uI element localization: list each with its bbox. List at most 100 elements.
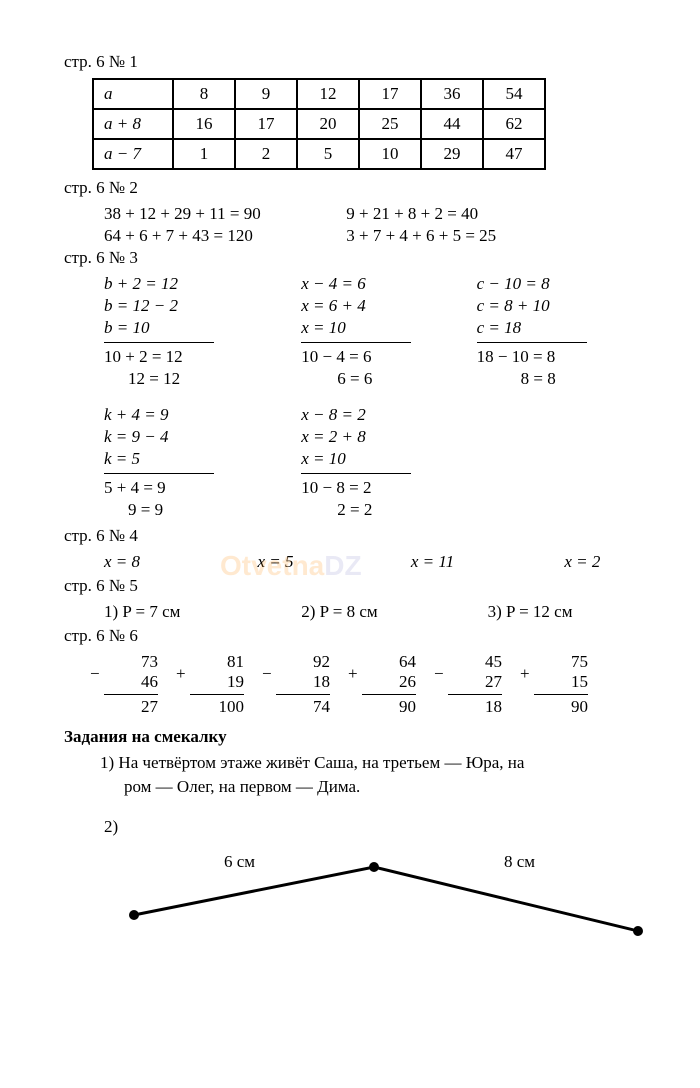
answer: 3) P = 12 см — [488, 602, 573, 621]
equation: x − 8 = 2 — [301, 405, 476, 425]
block-5: 1) P = 7 см 2) P = 8 см 3) P = 12 см — [64, 602, 652, 622]
divider — [301, 342, 411, 343]
answer: 2) P = 8 см — [301, 602, 377, 621]
block-6: − 73 46 27 + 81 19 100 − 92 18 74 + 64 2… — [64, 652, 652, 717]
equation: b = 12 − 2 — [104, 296, 301, 316]
equation: 6 = 6 — [301, 369, 476, 389]
divider — [301, 473, 411, 474]
heading-1: стр. 6 № 1 — [64, 52, 652, 72]
equation: 12 = 12 — [104, 369, 301, 389]
sign: − — [434, 664, 444, 684]
cell: 5 — [297, 139, 359, 169]
operand: 64 — [362, 652, 416, 672]
equation: b = 10 — [104, 318, 301, 338]
cell: 9 — [235, 79, 297, 109]
equation: c = 8 + 10 — [477, 296, 652, 316]
equation: 64 + 6 + 7 + 43 = 120 — [104, 226, 346, 246]
equation: k + 4 = 9 — [104, 405, 301, 425]
equation: 8 = 8 — [477, 369, 652, 389]
equation: x − 4 = 6 — [301, 274, 476, 294]
equation: c = 18 — [477, 318, 652, 338]
equation: 18 − 10 = 8 — [477, 347, 652, 367]
equation: 3 + 7 + 4 + 6 + 5 = 25 — [346, 226, 652, 246]
result: 100 — [190, 697, 244, 717]
operand: 18 — [276, 672, 330, 692]
column-arithmetic: − 73 46 27 — [104, 652, 158, 717]
operand: 75 — [534, 652, 588, 672]
equation: 10 − 4 = 6 — [301, 347, 476, 367]
table-row: a − 7 1 2 5 10 29 47 — [93, 139, 545, 169]
answer: 1) P = 7 см — [104, 602, 180, 621]
cell: 36 — [421, 79, 483, 109]
diagram-polyline — [134, 867, 638, 931]
heading-smecalka: Задания на смекалку — [64, 727, 652, 747]
cell: 8 — [173, 79, 235, 109]
segment-label-1: 6 см — [224, 852, 255, 871]
column-arithmetic: + 64 26 90 — [362, 652, 416, 717]
cell: 17 — [235, 109, 297, 139]
operand: 45 — [448, 652, 502, 672]
cell: 54 — [483, 79, 545, 109]
segment-label-2: 8 см — [504, 852, 535, 871]
equation: x = 11 — [411, 552, 454, 571]
operand: 15 — [534, 672, 588, 692]
equation: 38 + 12 + 29 + 11 = 90 — [104, 204, 346, 224]
equation: b + 2 = 12 — [104, 274, 301, 294]
item-2-label: 2) — [104, 817, 118, 836]
block-4: x = 8 x = 5 x = 11 x = 2 — [64, 552, 652, 572]
block-3-set-1: b + 2 = 12 b = 12 − 2 b = 10 10 + 2 = 12… — [64, 274, 652, 391]
diagram-point — [633, 926, 643, 936]
divider — [190, 694, 244, 695]
divider — [104, 694, 158, 695]
operand: 73 — [104, 652, 158, 672]
equation: 9 + 21 + 8 + 2 = 40 — [346, 204, 652, 224]
table-row: a + 8 16 17 20 25 44 62 — [93, 109, 545, 139]
operand: 27 — [448, 672, 502, 692]
equation: x = 8 — [104, 552, 140, 571]
result: 18 — [448, 697, 502, 717]
equation: c − 10 = 8 — [477, 274, 652, 294]
cell: 47 — [483, 139, 545, 169]
diagram-point — [369, 862, 379, 872]
divider — [477, 342, 587, 343]
smecalka-diagram: 2) 6 см 8 см — [64, 817, 652, 947]
equation: x = 2 + 8 — [301, 427, 476, 447]
operand: 19 — [190, 672, 244, 692]
block-2: 38 + 12 + 29 + 11 = 90 64 + 6 + 7 + 43 =… — [64, 204, 652, 248]
equation: k = 5 — [104, 449, 301, 469]
heading-2: стр. 6 № 2 — [64, 178, 652, 198]
table-1: a 8 9 12 17 36 54 a + 8 16 17 20 25 44 6… — [92, 78, 546, 170]
cell: 10 — [359, 139, 421, 169]
operand: 46 — [104, 672, 158, 692]
divider — [362, 694, 416, 695]
cell: 16 — [173, 109, 235, 139]
column-arithmetic: + 81 19 100 — [190, 652, 244, 717]
column-arithmetic: − 45 27 18 — [448, 652, 502, 717]
table-row: a 8 9 12 17 36 54 — [93, 79, 545, 109]
heading-5: стр. 6 № 5 — [64, 576, 652, 596]
operand: 81 — [190, 652, 244, 672]
divider — [104, 473, 214, 474]
equation: x = 10 — [301, 318, 476, 338]
divider — [276, 694, 330, 695]
heading-3: стр. 6 № 3 — [64, 248, 652, 268]
sign: − — [262, 664, 272, 684]
cell: a — [93, 79, 173, 109]
cell: a − 7 — [93, 139, 173, 169]
cell: 12 — [297, 79, 359, 109]
sign: + — [520, 664, 530, 684]
cell: a + 8 — [93, 109, 173, 139]
cell: 2 — [235, 139, 297, 169]
result: 27 — [104, 697, 158, 717]
result: 74 — [276, 697, 330, 717]
equation: x = 5 — [257, 552, 293, 571]
column-arithmetic: − 92 18 74 — [276, 652, 330, 717]
sign: + — [176, 664, 186, 684]
block-3-set-2: k + 4 = 9 k = 9 − 4 k = 5 5 + 4 = 9 9 = … — [64, 405, 652, 522]
divider — [104, 342, 214, 343]
equation: 10 − 8 = 2 — [301, 478, 476, 498]
sign: − — [90, 664, 100, 684]
cell: 17 — [359, 79, 421, 109]
cell: 44 — [421, 109, 483, 139]
operand: 26 — [362, 672, 416, 692]
